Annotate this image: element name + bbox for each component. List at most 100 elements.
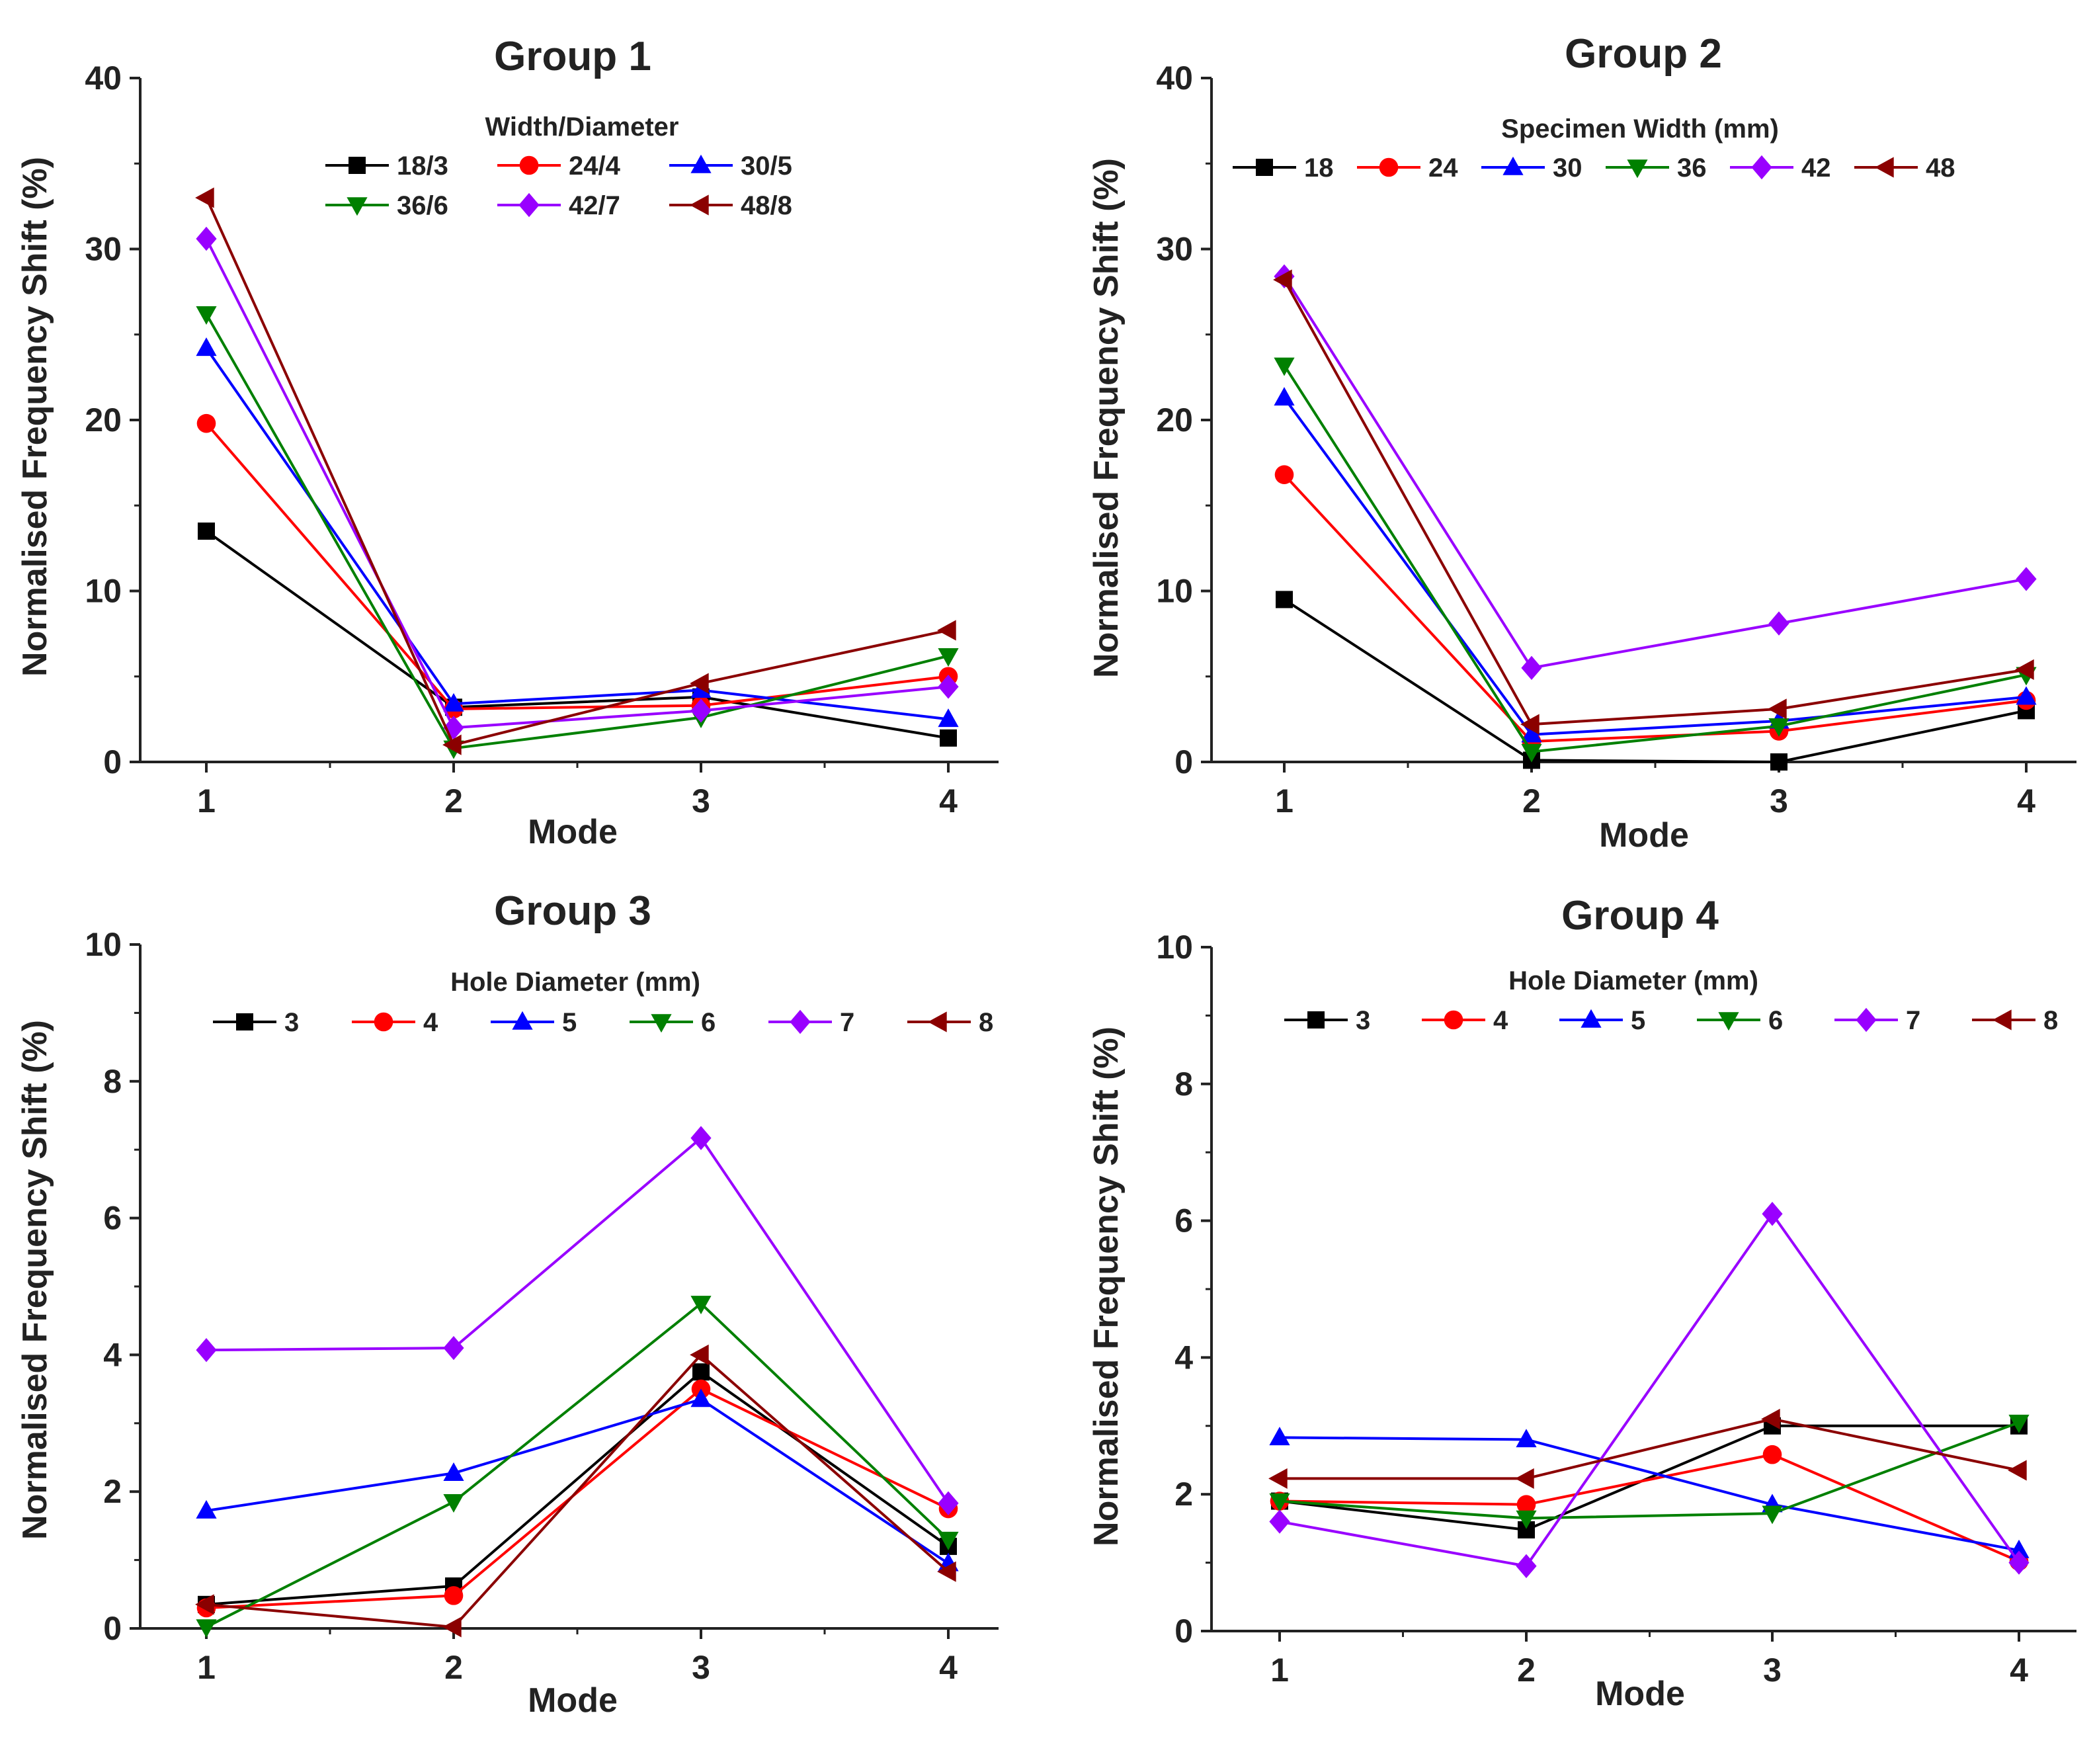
series-line-42	[1283, 275, 2027, 669]
series-area	[195, 1126, 959, 1638]
legend-label: 6	[701, 1008, 716, 1037]
data-point-8-mode-3	[1761, 1408, 1780, 1430]
y-tick-label: 10	[1156, 573, 1193, 610]
series-line-6	[206, 1302, 950, 1628]
legend-label: 4	[423, 1008, 438, 1037]
data-point-7-mode-2	[1516, 1554, 1537, 1578]
data-point-6-mode-2	[1516, 1510, 1537, 1529]
series-line-7	[1279, 1212, 2020, 1568]
legend-marker-6	[651, 1014, 672, 1033]
data-point-7-mode-3	[690, 1126, 712, 1150]
data-point-4-mode-3	[1762, 1445, 1782, 1464]
series-area	[1268, 1202, 2030, 1578]
x-axis-label: Mode	[1595, 1675, 1685, 1713]
y-tick-label: 2	[103, 1473, 122, 1510]
legend-label: 42	[1801, 153, 1831, 183]
x-tick-label: 4	[939, 1649, 958, 1686]
legend-label: 3	[284, 1008, 299, 1037]
y-tick-label: 0	[103, 743, 122, 780]
y-axis-label: Normalised Frequency Shift (%)	[16, 1020, 54, 1540]
data-point-42-mode-4	[2016, 567, 2037, 591]
data-point-4-mode-2	[1516, 1495, 1536, 1515]
legend-label: 36/6	[397, 191, 448, 220]
x-tick-label: 2	[444, 782, 463, 819]
legend-marker-42	[1751, 155, 1772, 180]
legend-title: Specimen Width (mm)	[1501, 114, 1779, 144]
x-tick-label: 2	[444, 1649, 463, 1686]
legend-marker-48	[1875, 157, 1894, 178]
data-point-7-mode-4	[938, 1491, 959, 1515]
data-point-42-7-mode-4	[938, 675, 959, 699]
y-axis-label: Normalised Frequency Shift (%)	[1087, 158, 1126, 678]
y-tick-label: 10	[85, 926, 122, 963]
legend-label: 48/8	[741, 191, 792, 220]
axes: 0 10 20 30 40 1 2 3 4	[1156, 60, 2076, 819]
axes: 0 10 20 30 40 1 2 3 4	[85, 60, 999, 819]
legend-marker-6	[1718, 1012, 1739, 1031]
legend-label: 6	[1768, 1006, 1783, 1035]
x-tick-label: 4	[2017, 782, 2035, 819]
legend-label: 8	[2043, 1006, 2058, 1035]
legend-title: Hole Diameter (mm)	[450, 968, 700, 997]
data-point-48-mode-4	[2015, 659, 2034, 681]
data-point-36-mode-3	[1768, 718, 1789, 737]
legend-label: 18/3	[397, 151, 448, 181]
legend-marker-4	[374, 1012, 393, 1032]
y-tick-label: 30	[1156, 231, 1193, 268]
y-tick-label: 8	[1174, 1066, 1193, 1103]
panel-group-2: Group 2 Normalised Frequency Shift (%) M…	[1087, 31, 2076, 855]
y-tick-label: 0	[1174, 1613, 1193, 1650]
data-point-6-mode-3	[690, 1296, 712, 1315]
legend-marker-3	[1307, 1011, 1325, 1029]
data-point-8-mode-2	[442, 1617, 462, 1638]
legend-title: Hole Diameter (mm)	[1508, 966, 1758, 995]
series-line-48-8	[205, 197, 949, 747]
data-point-7-mode-3	[1762, 1202, 1783, 1226]
data-point-42-7-mode-1	[196, 226, 217, 251]
data-point-30-5-mode-2	[443, 693, 464, 712]
panel-title: Group 1	[494, 34, 651, 79]
legend-label: 24/4	[569, 151, 621, 181]
legend-marker-24	[1379, 157, 1399, 177]
y-tick-label: 10	[85, 573, 122, 610]
series-line-4	[1279, 1453, 2020, 1563]
y-tick-label: 20	[1156, 401, 1193, 439]
y-tick-label: 0	[103, 1610, 122, 1647]
data-point-30-mode-4	[2016, 686, 2037, 705]
y-tick-label: 30	[85, 231, 122, 268]
series-line-5	[206, 1398, 950, 1565]
data-point-30-mode-2	[1521, 724, 1542, 743]
legend-marker-3	[236, 1013, 253, 1030]
data-point-8-mode-2	[1515, 1468, 1534, 1490]
x-tick-label: 3	[1763, 1652, 1782, 1689]
series-line-3	[1279, 1424, 2019, 1531]
series-line-6	[1279, 1421, 2020, 1520]
data-point-6-mode-1	[196, 1619, 217, 1638]
data-point-24-4-mode-1	[196, 413, 216, 433]
data-point-48-mode-2	[1520, 714, 1540, 735]
series-line-30	[1283, 397, 2027, 736]
data-point-6-mode-1	[1269, 1493, 1290, 1512]
data-point-42-7-mode-3	[690, 698, 712, 723]
legend-marker-30	[1502, 156, 1524, 175]
data-point-48-8-mode-2	[442, 734, 462, 755]
data-point-6-mode-4	[938, 1531, 959, 1550]
x-tick-label: 1	[1270, 1652, 1289, 1689]
data-point-36-mode-2	[1521, 743, 1542, 763]
legend: 3 4 5 6 7 8	[1284, 1006, 2058, 1035]
series-line-24-4	[205, 422, 949, 710]
legend-label: 30/5	[741, 151, 792, 181]
legend: 18 24 30 36 42 48	[1233, 153, 1955, 183]
x-tick-label: 1	[197, 1649, 216, 1686]
legend: 3 4 5 6 7 8	[213, 1008, 993, 1037]
legend-label: 36	[1677, 153, 1707, 183]
legend-marker-4	[1444, 1010, 1463, 1030]
data-point-48-mode-3	[1768, 698, 1787, 720]
data-point-3-mode-3	[692, 1363, 710, 1381]
series-line-8	[206, 1353, 950, 1628]
series-line-5	[1279, 1436, 2020, 1552]
data-point-36-6-mode-1	[196, 306, 217, 325]
legend-marker-5	[1581, 1009, 1602, 1028]
